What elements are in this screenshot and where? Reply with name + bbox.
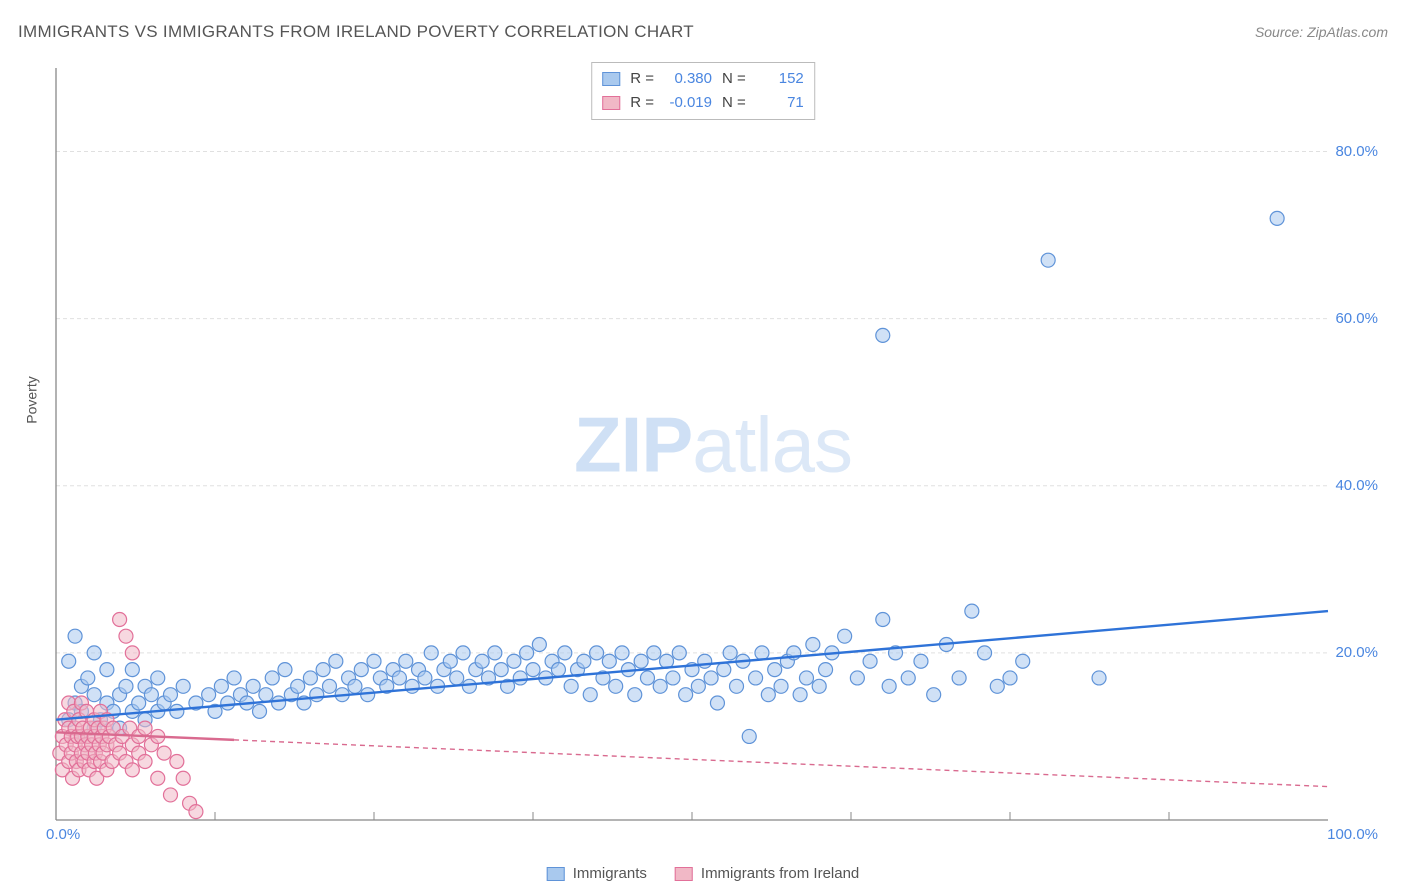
header-bar: IMMIGRANTS VS IMMIGRANTS FROM IRELAND PO… <box>18 22 1388 42</box>
stat-r-value: -0.019 <box>664 91 712 115</box>
legend-item: Immigrants from Ireland <box>675 865 859 882</box>
legend-swatch <box>602 72 620 86</box>
legend-swatch <box>547 867 565 881</box>
legend-swatch <box>602 96 620 110</box>
y-axis-label: Poverty <box>24 376 40 423</box>
chart-title: IMMIGRANTS VS IMMIGRANTS FROM IRELAND PO… <box>18 22 694 42</box>
chart-svg <box>48 60 1378 830</box>
legend-swatch <box>675 867 693 881</box>
bottom-legend: Immigrants Immigrants from Ireland <box>547 865 860 882</box>
plot-area: ZIPatlas 20.0%40.0%60.0%80.0%0.0%100.0% <box>48 60 1378 830</box>
y-tick-label: 60.0% <box>1335 310 1378 327</box>
stat-r-value: 0.380 <box>664 67 712 91</box>
stat-r-label: R = <box>630 67 654 91</box>
stats-row: R = 0.380 N = 152 <box>602 67 804 91</box>
x-tick-label: 0.0% <box>46 826 80 843</box>
stat-n-value: 152 <box>756 67 804 91</box>
stat-n-value: 71 <box>756 91 804 115</box>
stat-n-label: N = <box>722 91 746 115</box>
y-tick-label: 80.0% <box>1335 143 1378 160</box>
legend-label: Immigrants <box>573 865 647 882</box>
x-tick-label: 100.0% <box>1327 826 1378 843</box>
stat-n-label: N = <box>722 67 746 91</box>
chart-source: Source: ZipAtlas.com <box>1255 24 1388 40</box>
legend-item: Immigrants <box>547 865 647 882</box>
stats-row: R = -0.019 N = 71 <box>602 91 804 115</box>
stat-r-label: R = <box>630 91 654 115</box>
stats-box: R = 0.380 N = 152 R = -0.019 N = 71 <box>591 62 815 120</box>
legend-label: Immigrants from Ireland <box>701 865 859 882</box>
y-tick-label: 40.0% <box>1335 477 1378 494</box>
y-tick-label: 20.0% <box>1335 644 1378 661</box>
